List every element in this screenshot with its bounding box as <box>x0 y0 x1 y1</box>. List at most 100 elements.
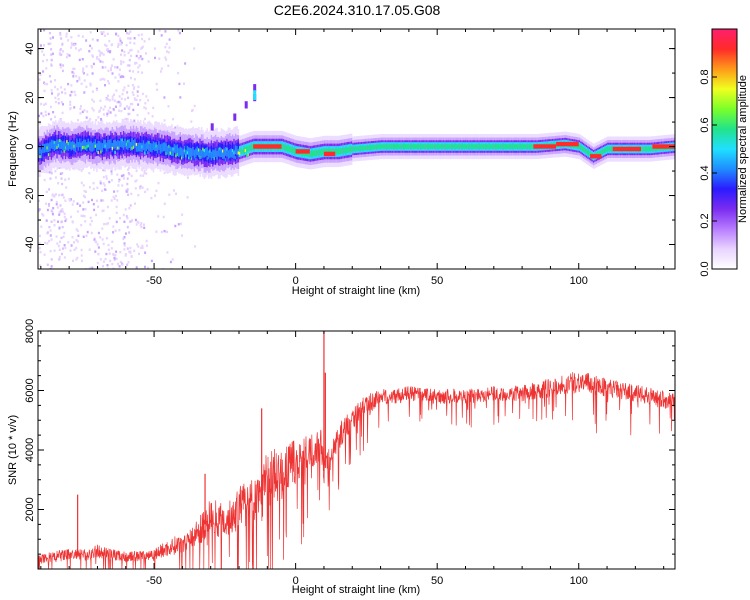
noise-cell <box>109 111 112 114</box>
noise-cell <box>110 172 113 176</box>
ridge-cell <box>427 144 429 149</box>
bright-segment <box>556 141 579 147</box>
ridge-cell <box>231 149 234 158</box>
noise-cell <box>80 214 83 217</box>
spectrogram-heatmap <box>38 29 675 269</box>
noise-cell <box>81 70 84 73</box>
noise-cell <box>58 226 61 229</box>
ridge-cell <box>186 145 189 155</box>
noise-cell <box>54 176 57 179</box>
ridge-cell <box>482 144 485 149</box>
bright-segment <box>590 154 602 159</box>
noise-cell <box>164 30 167 33</box>
noise-cell <box>73 67 76 71</box>
ridge-cell <box>145 142 148 152</box>
noise-cell <box>106 264 109 267</box>
noise-cell <box>83 79 86 82</box>
ridge-cell <box>178 148 180 157</box>
noise-cell <box>39 234 41 238</box>
noise-cell <box>89 44 92 47</box>
spur-peak <box>253 90 257 100</box>
ridge-cell <box>643 146 646 152</box>
x-tick-label: 100 <box>570 275 588 287</box>
noise-cell <box>151 115 154 118</box>
noise-cell <box>96 243 99 246</box>
ridge-cell <box>62 141 64 151</box>
noise-streak <box>62 64 65 67</box>
ridge-cell <box>492 144 494 149</box>
noise-cell <box>126 168 129 171</box>
noise-streak <box>126 247 129 250</box>
noise-cell <box>98 49 101 53</box>
colorbar-gradient <box>711 28 738 270</box>
noise-cell <box>73 248 76 251</box>
noise-cell <box>103 188 106 191</box>
noise-cell <box>85 85 88 89</box>
ridge-cell <box>223 148 225 158</box>
ridge-cell <box>389 144 391 149</box>
noise-cell <box>137 245 140 248</box>
ridge-cell <box>87 138 90 148</box>
noise-cell <box>115 105 117 108</box>
noise-cell <box>101 32 104 35</box>
noise-cell <box>146 188 149 191</box>
noise-cell <box>39 44 42 47</box>
ridge-cell <box>356 146 359 151</box>
noise-cell <box>47 112 50 116</box>
ridge-cell <box>410 144 412 149</box>
noise-cell <box>57 98 60 101</box>
noise-streak <box>58 166 61 169</box>
noise-cell <box>55 193 57 196</box>
ridge-cell <box>246 146 248 152</box>
noise-cell <box>140 47 143 50</box>
noise-streak <box>49 37 52 40</box>
ridge-cell <box>362 145 364 151</box>
ridge-cell <box>89 141 91 151</box>
ridge-cell <box>428 144 431 149</box>
noise-cell <box>53 224 56 227</box>
noise-cell <box>139 99 142 102</box>
noise-cell <box>38 199 40 202</box>
noise-cell <box>96 55 99 59</box>
noise-cell <box>69 103 72 106</box>
noise-cell <box>136 220 139 223</box>
y-tick-label: 8000 <box>24 319 36 343</box>
noise-cell <box>59 63 62 66</box>
noise-cell <box>131 91 134 94</box>
noise-cell <box>132 108 135 112</box>
noise-cell <box>144 190 147 194</box>
noise-cell <box>58 255 61 259</box>
y-tick-label: -40 <box>24 237 36 253</box>
noise-cell <box>79 204 82 207</box>
noise-cell <box>163 171 166 175</box>
noise-cell <box>137 57 140 60</box>
noise-cell <box>154 194 157 197</box>
noise-cell <box>62 50 64 53</box>
noise-cell <box>117 100 120 104</box>
ridge-cell <box>94 139 97 148</box>
noise-cell <box>123 50 126 54</box>
ridge-cell <box>103 139 105 149</box>
noise-cell <box>130 174 133 178</box>
ridge-cell <box>335 148 337 155</box>
ridge-cell <box>115 141 118 150</box>
noise-cell <box>45 202 48 205</box>
x-tick-label: 50 <box>431 275 443 287</box>
noise-cell <box>128 106 131 109</box>
noise-cell <box>123 242 126 245</box>
noise-cell <box>69 107 72 111</box>
noise-cell <box>77 34 80 37</box>
noise-streak <box>50 48 53 51</box>
noise-cell <box>43 44 45 47</box>
ridge-cell <box>580 145 582 150</box>
noise-cell <box>99 182 102 185</box>
noise-cell <box>140 33 143 36</box>
noise-cell <box>71 221 74 224</box>
noise-cell <box>128 32 130 35</box>
ridge-cell <box>502 144 504 149</box>
noise-cell <box>42 60 44 63</box>
ridge-cell <box>214 148 217 158</box>
y-tick-label: 20 <box>24 91 36 103</box>
noise-cell <box>55 203 58 206</box>
noise-cell <box>51 213 54 216</box>
